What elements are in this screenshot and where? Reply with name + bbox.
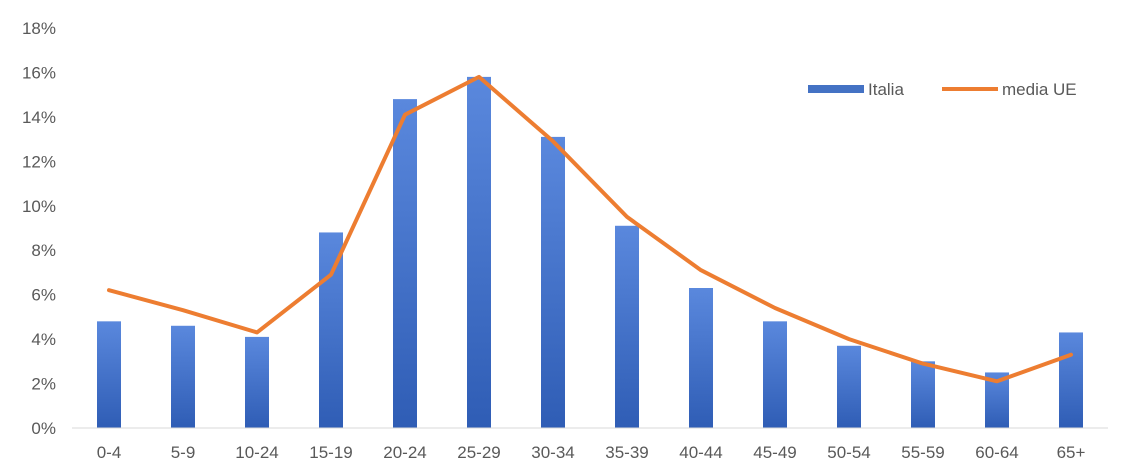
x-tick-label: 55-59 (901, 443, 944, 462)
x-tick-label: 30-34 (531, 443, 574, 462)
x-axis: 0-4 5-9 10-24 15-19 20-24 25-29 30-34 35-39 40-4… (72, 427, 1108, 462)
bar (97, 321, 121, 428)
y-axis: 0% 2% 4% 6% 8% 10% 12% 14% 16% 18% (22, 19, 56, 438)
y-tick-label: 4% (31, 330, 56, 349)
bar (837, 345, 861, 428)
legend-label-italia: Italia (868, 80, 904, 99)
y-tick-label: 8% (31, 241, 56, 260)
x-tick-label: 20-24 (383, 443, 426, 462)
x-tick-label: 10-24 (235, 443, 278, 462)
bar (393, 99, 417, 428)
x-tick-label: 60-64 (975, 443, 1018, 462)
x-tick-label: 25-29 (457, 443, 500, 462)
x-tick-label: 15-19 (309, 443, 352, 462)
x-tick-label: 45-49 (753, 443, 796, 462)
bar (541, 136, 565, 428)
series-line (107, 74, 1073, 384)
x-tick-label: 0-4 (97, 443, 122, 462)
bar (319, 232, 343, 428)
y-tick-label: 14% (22, 108, 56, 127)
bar (615, 225, 639, 428)
line-media-ue (107, 74, 1073, 384)
y-tick-label: 0% (31, 419, 56, 438)
bar (1059, 332, 1083, 428)
x-tick-label: 40-44 (679, 443, 722, 462)
bar (763, 321, 787, 428)
bar (171, 325, 195, 428)
y-tick-label: 10% (22, 197, 56, 216)
bar (467, 76, 491, 428)
y-tick-label: 6% (31, 286, 56, 305)
y-tick-label: 18% (22, 19, 56, 38)
x-tick-label: 35-39 (605, 443, 648, 462)
x-tick-label: 65+ (1057, 443, 1086, 462)
bar (689, 288, 713, 428)
bars-italia (97, 76, 1083, 428)
legend-label-media-ue: media UE (1002, 80, 1077, 99)
legend-swatch-italia (808, 85, 864, 93)
legend: Italia media UE (808, 80, 1077, 99)
y-tick-label: 12% (22, 152, 56, 171)
y-tick-label: 16% (22, 63, 56, 82)
x-tick-label: 50-54 (827, 443, 870, 462)
y-tick-label: 2% (31, 375, 56, 394)
bar (245, 336, 269, 428)
bar (911, 361, 935, 428)
x-tick-label: 5-9 (171, 443, 196, 462)
